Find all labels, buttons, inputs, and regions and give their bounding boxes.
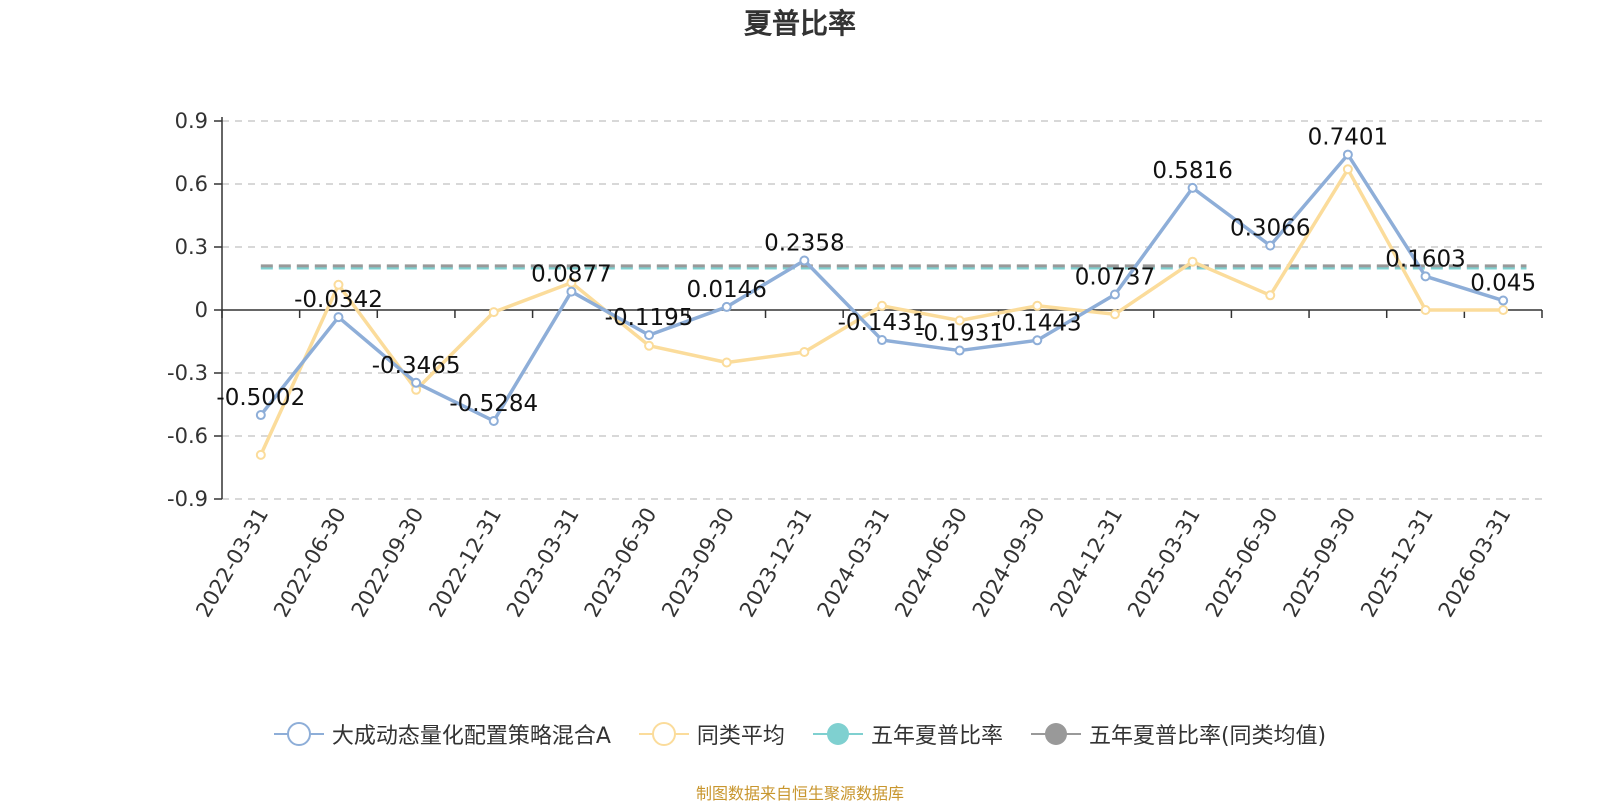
data-point	[255, 410, 266, 421]
legend-item[interactable]: 五年夏普比率	[812, 718, 1003, 750]
y-tick-label: 0.9	[175, 109, 208, 133]
data-label: -0.1443	[993, 310, 1082, 336]
data-label-layer: -0.5002 -0.0342 -0.3465 -0.5284 0.0877 -0.119…	[216, 125, 1536, 417]
data-label: 0.7401	[1308, 125, 1388, 151]
data-point	[1187, 182, 1198, 193]
data-point	[255, 449, 266, 460]
data-point	[721, 357, 732, 368]
x-tick-label: 2023-03-31	[502, 504, 584, 622]
data-point	[877, 335, 887, 346]
legend-item[interactable]: 五年夏普比率(同类均值)	[1030, 718, 1327, 750]
x-tick-label: 2023-09-30	[657, 504, 739, 622]
data-point	[1109, 289, 1120, 300]
data-label: 0.2358	[764, 230, 844, 256]
data-label: -0.1431	[838, 310, 927, 336]
data-label: 0.5816	[1152, 158, 1232, 184]
y-tick-label: 0	[195, 298, 208, 322]
x-tick-label: 2022-06-30	[269, 504, 351, 622]
x-tick-label: 2025-09-30	[1278, 504, 1360, 622]
data-point	[954, 315, 965, 326]
data-point	[1265, 240, 1276, 251]
data-label: 0.0737	[1075, 265, 1155, 291]
x-tick-label: 2025-03-31	[1123, 504, 1205, 622]
x-tick-label: 2025-06-30	[1201, 504, 1283, 622]
legend-item[interactable]: 大成动态量化配置策略混合A	[273, 718, 611, 750]
data-point	[1187, 256, 1198, 267]
data-label: 0.0146	[686, 277, 766, 303]
sharpe-ratio-chart: 0.9 0.6 0.3 0 -0.3 -0.6 -0.92022-03-312022-06-…	[167, 109, 1543, 622]
data-label: 0.3066	[1230, 216, 1310, 242]
legend-label: 五年夏普比率	[870, 724, 1003, 749]
source-note: 制图数据来自恒生聚源数据库	[695, 784, 904, 803]
data-point	[644, 340, 655, 351]
data-point	[333, 312, 344, 323]
y-tick-label: 0.6	[175, 172, 208, 196]
legend-marker-icon	[1030, 723, 1081, 745]
x-tick-label: 2024-09-30	[968, 504, 1050, 622]
data-point	[799, 347, 810, 357]
x-tick-label: 2022-12-31	[424, 504, 506, 622]
data-label: -0.1931	[915, 321, 1004, 347]
data-label: -0.5002	[216, 385, 305, 411]
y-tick-label: -0.3	[167, 361, 208, 385]
legend-label: 五年夏普比率(同类均值)	[1088, 724, 1327, 749]
x-tick-label: 2024-06-30	[890, 503, 972, 621]
data-label: 0.0877	[531, 262, 611, 288]
data-point	[1342, 164, 1353, 175]
data-point	[488, 307, 499, 318]
y-tick-label: -0.9	[167, 487, 208, 511]
data-label: -0.3465	[372, 353, 461, 379]
data-point	[1420, 271, 1431, 282]
data-point	[644, 330, 655, 341]
legend: 大成动态量化配置策略混合A 同类平均 五年夏普比率 五年夏普比率(同类均值)	[0, 718, 1600, 750]
data-point	[721, 301, 732, 312]
x-tick-label: 2024-12-31	[1045, 504, 1127, 622]
x-tick-label: 2024-03-31	[813, 504, 895, 622]
data-label: -0.0342	[294, 287, 383, 313]
data-point	[333, 279, 344, 290]
data-point	[1032, 300, 1043, 311]
data-label: -0.5284	[449, 391, 538, 417]
legend-marker-icon	[812, 723, 863, 745]
data-point	[1420, 305, 1431, 315]
data-point	[566, 286, 577, 297]
series-line	[259, 152, 1504, 423]
x-tick-label: 2022-09-30	[347, 504, 429, 622]
data-point	[1342, 149, 1353, 160]
data-label: 0.045	[1470, 271, 1536, 297]
series-layer	[255, 149, 1509, 460]
legend-label: 大成动态量化配置策略混合A	[331, 724, 611, 749]
data-point	[954, 345, 965, 356]
x-tick-label: 2022-03-31	[191, 504, 273, 622]
y-tick-label: -0.6	[167, 424, 208, 448]
x-tick-label: 2023-06-30	[580, 504, 662, 622]
data-point	[1498, 295, 1509, 306]
chart-title: 夏普比率	[743, 7, 856, 40]
data-point	[1498, 305, 1509, 315]
x-tick-label: 2026-03-31	[1434, 504, 1516, 622]
data-label: 0.1603	[1385, 246, 1465, 272]
legend-marker-icon	[273, 722, 324, 746]
legend-label: 同类平均	[696, 724, 785, 749]
legend-marker-icon	[638, 722, 689, 746]
x-tick-label: 2023-12-31	[735, 504, 817, 622]
data-point	[1032, 335, 1043, 346]
data-point	[488, 415, 499, 426]
data-point	[877, 300, 887, 311]
legend-item[interactable]: 同类平均	[638, 718, 785, 750]
data-label: -0.1195	[605, 305, 694, 331]
y-tick-label: 0.3	[175, 235, 208, 259]
reference-lines	[260, 264, 1527, 270]
data-point	[799, 255, 810, 266]
data-point	[1109, 309, 1120, 320]
data-point	[1265, 290, 1276, 301]
data-point	[411, 377, 422, 388]
x-tick-label: 2025-12-31	[1356, 504, 1438, 622]
